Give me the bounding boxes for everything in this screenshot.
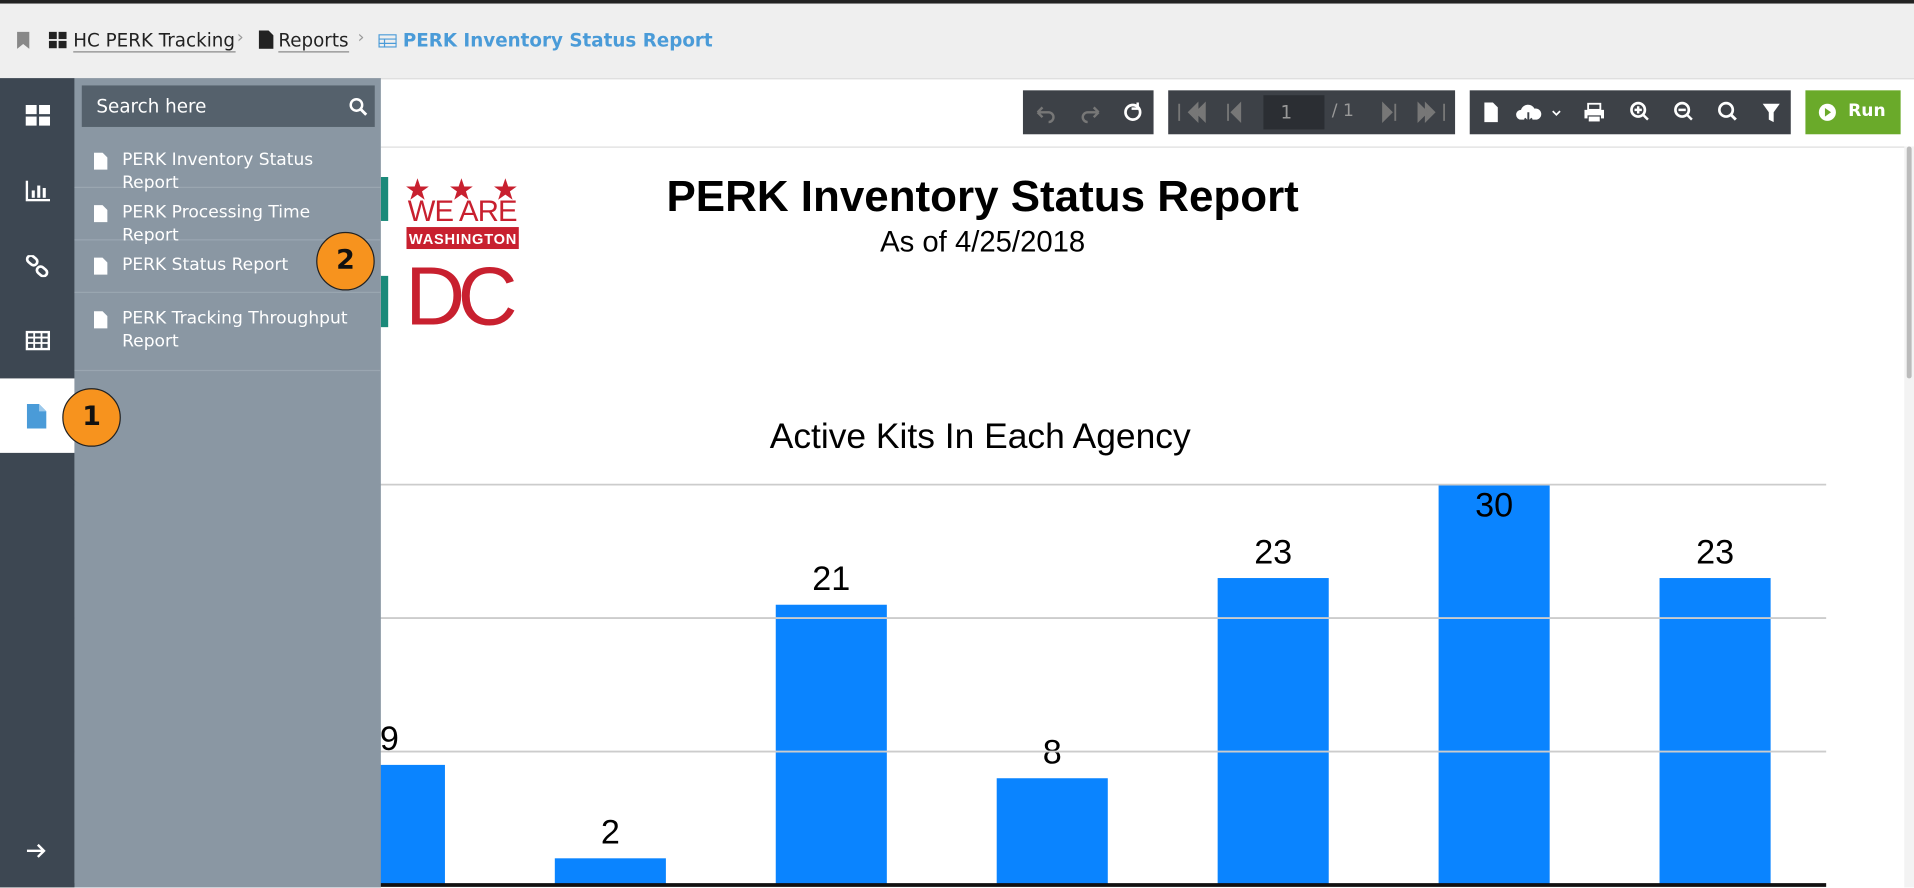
run-label: Run <box>1848 101 1886 121</box>
report-item-label: PERK Inventory Status Report <box>122 150 314 193</box>
history-icons[interactable] <box>1023 90 1154 134</box>
bar <box>996 778 1108 886</box>
report-item[interactable]: PERK Inventory Status Report <box>74 134 381 193</box>
pager-icons[interactable] <box>1168 90 1455 134</box>
breadcrumb-link[interactable]: HC PERK Tracking <box>73 29 236 53</box>
toolbar-divider <box>380 146 1914 148</box>
report-icon <box>258 30 274 49</box>
report-title: PERK Inventory Status Report <box>667 172 1300 221</box>
action-toolbar <box>1469 90 1791 135</box>
history-toolbar <box>1022 90 1154 135</box>
charts-button[interactable] <box>25 180 51 202</box>
pager-toolbar: 1 / 1 <box>1168 90 1456 135</box>
breadcrumb-link[interactable]: Reports <box>278 29 349 53</box>
bar <box>1659 578 1771 886</box>
data-label: 23 <box>1696 533 1734 571</box>
data-label: 9 <box>380 720 399 758</box>
bar <box>1217 578 1329 886</box>
table-icon <box>378 34 397 48</box>
page-total: / 1 <box>1331 101 1354 121</box>
logo-text: WE ARE <box>408 195 518 228</box>
logo-accent <box>380 275 389 328</box>
logo-text: DC <box>405 250 517 343</box>
report-item[interactable]: PERK Processing Time Report <box>74 188 381 245</box>
report-item-label: PERK Processing Time Report <box>122 202 311 246</box>
breadcrumb-current: PERK Inventory Status Report <box>402 29 713 52</box>
dashboard-icon <box>48 31 67 49</box>
logo-stars <box>406 178 517 200</box>
report-subtitle: As of 4/25/2018 <box>880 225 1085 258</box>
step-badge: 2 <box>316 231 375 291</box>
logo-text: WASHINGTON <box>409 232 516 248</box>
data-label: 23 <box>1254 533 1292 571</box>
page-input[interactable]: 1 <box>1263 95 1325 130</box>
top-border <box>0 0 1914 4</box>
run-button[interactable]: Run <box>1805 90 1901 135</box>
data-label: 21 <box>812 560 850 598</box>
report-item[interactable]: PERK Tracking Throughput Report <box>74 293 381 372</box>
links-button[interactable] <box>25 255 50 278</box>
report-item[interactable]: PERK Status Report <box>74 240 381 293</box>
data-label: 30 <box>1475 486 1513 524</box>
header: HC PERK Tracking › Reports › PERK Invent… <box>0 3 1914 80</box>
chart-title: Active Kits In Each Agency <box>770 416 1191 456</box>
data-label: 2 <box>601 814 620 852</box>
scrollbar-thumb[interactable] <box>1906 146 1912 379</box>
data-label: 8 <box>1043 734 1062 772</box>
logo-accent <box>380 177 389 221</box>
report-list-panel: Search here PERK Inventory Status Report… <box>74 78 381 888</box>
search-icon[interactable] <box>349 98 368 116</box>
bookmark-icon <box>17 31 30 49</box>
search-input[interactable]: Search here <box>81 85 375 127</box>
scrollbar <box>1904 146 1914 888</box>
reports-button-active[interactable] <box>0 378 75 453</box>
step-badge: 1 <box>62 388 121 447</box>
bar <box>1438 484 1550 886</box>
bar <box>775 604 887 886</box>
dashboards-button[interactable] <box>25 104 51 126</box>
collapse-button[interactable] <box>26 843 47 859</box>
reports-icon <box>26 404 47 429</box>
search-placeholder: Search here <box>96 95 207 118</box>
run-icon <box>1818 103 1836 121</box>
icon-rail <box>0 78 75 888</box>
breadcrumb-separator: › <box>357 28 365 48</box>
logo-band <box>406 227 519 250</box>
breadcrumb-separator: › <box>236 28 244 48</box>
report-item-icons <box>93 152 108 329</box>
action-icons[interactable] <box>1470 90 1791 134</box>
tables-button[interactable] <box>25 330 51 351</box>
report-item-label: PERK Status Report <box>122 255 289 275</box>
bar <box>554 858 666 886</box>
report-item-label: PERK Tracking Throughput Report <box>122 308 348 352</box>
